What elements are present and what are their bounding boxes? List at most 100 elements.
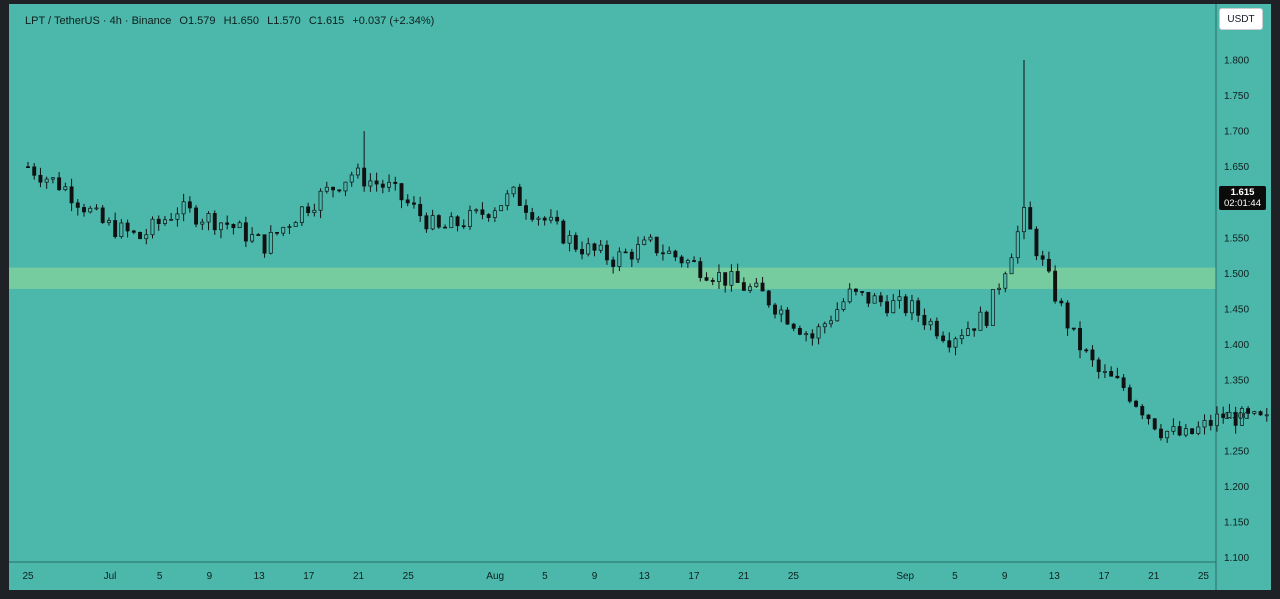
candle xyxy=(548,209,553,224)
candle-body xyxy=(1059,300,1064,304)
candle xyxy=(1071,327,1076,332)
candle-body xyxy=(760,282,765,292)
candle-body xyxy=(909,300,914,314)
candle xyxy=(393,176,398,191)
time-tick-label: Aug xyxy=(486,571,504,582)
candle-body xyxy=(256,234,261,236)
candle xyxy=(704,272,709,282)
candle-body xyxy=(200,221,205,225)
candle-body xyxy=(100,207,105,223)
candle-body xyxy=(1003,273,1008,289)
bar-countdown: 02:01:44 xyxy=(1224,198,1261,209)
candle xyxy=(1040,250,1045,266)
candle xyxy=(997,283,1002,295)
candle xyxy=(163,216,167,226)
candle-body xyxy=(231,224,236,229)
candle xyxy=(1078,321,1082,359)
candle-body xyxy=(860,291,865,293)
legend-close: C1.615 xyxy=(308,15,345,27)
candle xyxy=(779,305,784,323)
candle-body xyxy=(306,206,311,213)
time-tick-label: 13 xyxy=(254,571,266,582)
candle-body xyxy=(555,216,560,222)
candle xyxy=(636,236,641,263)
candle xyxy=(673,249,678,262)
candle xyxy=(959,329,964,345)
candle-body xyxy=(1134,400,1138,407)
candle-body xyxy=(1258,411,1263,416)
candle xyxy=(947,332,952,353)
candle-body xyxy=(629,251,634,260)
candle xyxy=(866,292,871,308)
price-tick-label: 1.300 xyxy=(1224,411,1249,422)
candle xyxy=(131,229,136,235)
candle-body xyxy=(1252,411,1257,414)
candle xyxy=(492,207,497,222)
candle xyxy=(966,321,970,337)
candle xyxy=(50,177,55,184)
candle xyxy=(804,331,809,342)
price-tick-label: 1.200 xyxy=(1224,482,1249,493)
candle-body xyxy=(436,215,441,228)
candle xyxy=(1258,410,1263,416)
candle-body xyxy=(225,222,230,225)
legend-low: L1.570 xyxy=(267,15,301,27)
candle xyxy=(741,277,746,291)
candle xyxy=(685,258,690,268)
candle-body xyxy=(1158,428,1163,439)
candle xyxy=(480,202,485,220)
candle xyxy=(791,322,796,332)
last-price-badge: 1.615 02:01:44 xyxy=(1219,186,1266,210)
candle xyxy=(586,237,591,257)
price-tick-label: 1.400 xyxy=(1224,340,1249,351)
candle xyxy=(368,173,373,192)
candle-body xyxy=(604,244,609,261)
time-tick-label: 21 xyxy=(738,571,750,582)
candle-body xyxy=(492,210,497,218)
candle xyxy=(872,293,877,304)
candle-body xyxy=(113,220,118,237)
time-tick-label: 9 xyxy=(592,571,598,582)
candle-body xyxy=(785,309,790,325)
candle-body xyxy=(455,216,460,227)
candle-body xyxy=(430,215,435,230)
time-axis[interactable]: 25 Jul 5 9 13 17 21 25 Aug 5 9 13 17 21 25 Sep 5 9 13 17 21 2… xyxy=(22,571,1209,582)
candle xyxy=(125,219,130,238)
candle-body xyxy=(866,292,871,304)
chart-area[interactable]: 1.8001.7501.7001.6501.6001.5501.5001.450… xyxy=(9,4,1271,590)
time-tick-label: 13 xyxy=(1049,571,1061,582)
time-tick-label: 9 xyxy=(1002,571,1008,582)
candle-body xyxy=(561,220,566,244)
candle-body xyxy=(853,288,858,292)
candle xyxy=(1208,414,1213,431)
legend-symbol: LPT / TetherUS · 4h · Binance xyxy=(25,15,172,27)
candle xyxy=(293,221,298,227)
candle xyxy=(349,171,354,187)
candle-body xyxy=(847,288,852,303)
support-zone xyxy=(9,267,1216,289)
candle-body xyxy=(281,226,286,234)
candle xyxy=(909,294,914,321)
candle xyxy=(362,131,367,192)
candle xyxy=(928,318,933,331)
candle xyxy=(698,257,703,282)
candle xyxy=(598,239,603,254)
price-tick-label: 1.250 xyxy=(1224,447,1249,458)
candle xyxy=(953,336,958,356)
candle xyxy=(679,254,684,268)
candle xyxy=(972,328,977,337)
currency-button[interactable]: USDT xyxy=(1219,8,1263,30)
candle-body xyxy=(1177,426,1182,436)
candle xyxy=(119,218,124,239)
candle xyxy=(729,264,734,292)
candle-body xyxy=(648,236,653,241)
candle-body xyxy=(1127,387,1132,402)
price-axis[interactable]: 1.8001.7501.7001.6501.6001.5501.5001.450… xyxy=(1224,56,1249,565)
price-chart[interactable]: 1.8001.7501.7001.6501.6001.5501.5001.450… xyxy=(9,4,1271,590)
candle xyxy=(648,234,653,243)
candle-body xyxy=(623,251,628,254)
candle-body xyxy=(405,199,410,204)
candle-body xyxy=(468,210,472,227)
candle-body xyxy=(660,252,665,255)
candle xyxy=(810,329,815,346)
